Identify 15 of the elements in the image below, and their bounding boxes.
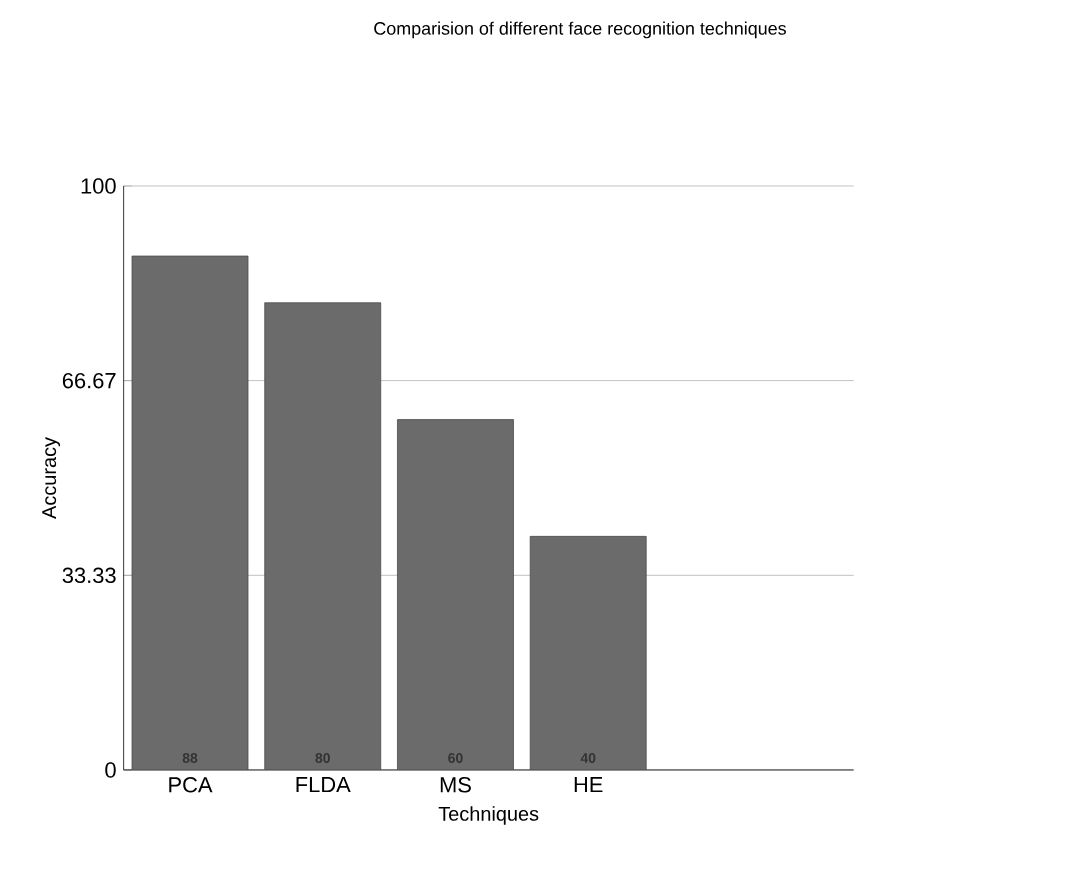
x-tick-label: FLDA xyxy=(296,777,351,793)
bar xyxy=(529,535,647,770)
x-axis-title: Techniques xyxy=(438,806,539,825)
bar xyxy=(264,302,382,770)
bar xyxy=(397,419,514,770)
y-axis-title: Accuracy xyxy=(42,437,61,519)
bar xyxy=(131,255,249,770)
chart-title: Comparision of different face recognition techniques xyxy=(374,21,786,39)
x-tick-label: HE xyxy=(574,777,603,793)
y-tick-label: 0 xyxy=(105,762,116,778)
x-tick-label: MS xyxy=(440,777,471,793)
y-tick-label: 33.33 xyxy=(62,567,116,584)
x-tick-label: PCA xyxy=(169,777,213,793)
y-tick-label: 100 xyxy=(81,178,116,194)
y-tick-label: 66.67 xyxy=(62,372,116,389)
